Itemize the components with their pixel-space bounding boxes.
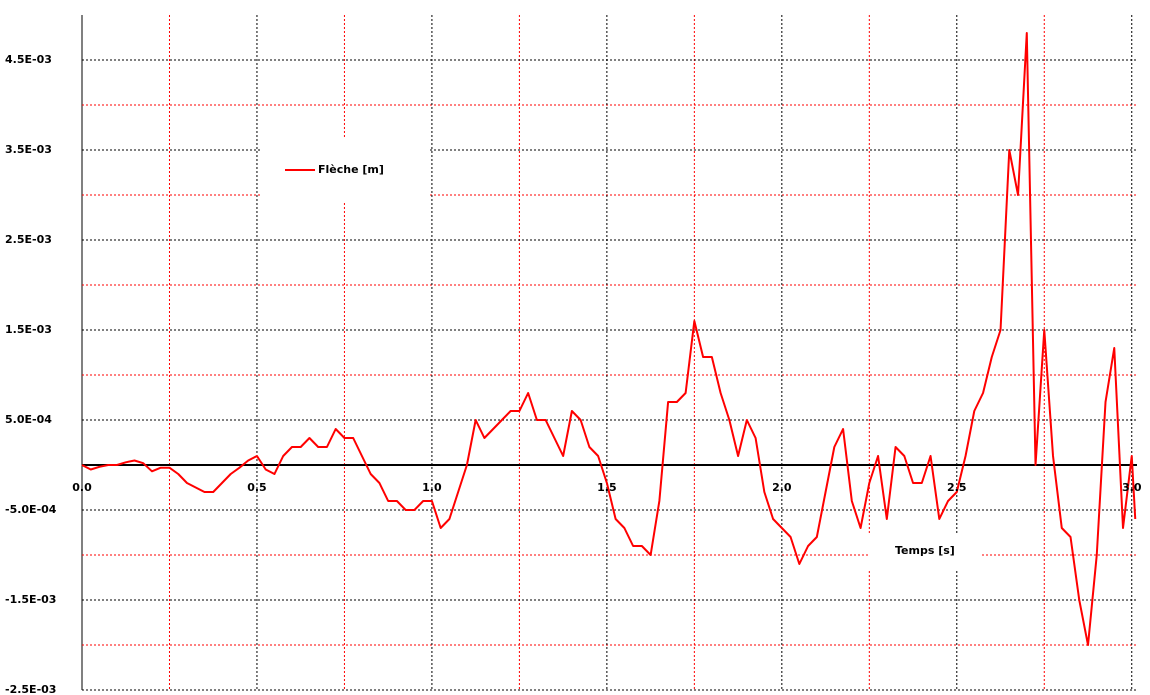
series-line (81, 32, 1137, 646)
x-tick-label: 0.0 (72, 481, 92, 494)
y-tick-label: -5.0E-04 (5, 503, 57, 516)
x-tick-label: 0.5 (247, 481, 267, 494)
x-label-box (868, 535, 980, 569)
y-tick-label: 1.5E-03 (5, 323, 52, 336)
y-tick-label: -1.5E-03 (5, 593, 56, 606)
x-axis-label: Temps [s] (895, 544, 955, 557)
x-tick-label: 3.0 (1122, 481, 1142, 494)
x-tick-label: 1.0 (422, 481, 442, 494)
x-tick-label: 2.5 (947, 481, 967, 494)
y-tick-label: 4.5E-03 (5, 53, 52, 66)
y-tick-label: -2.5E-03 (5, 683, 56, 695)
plot (81, 32, 1137, 646)
legend-label: Flèche [m] (318, 163, 384, 176)
grid (81, 15, 1137, 691)
y-tick-label: 2.5E-03 (5, 233, 52, 246)
x-tick-label: 1.5 (597, 481, 617, 494)
y-tick-label: 3.5E-03 (5, 143, 52, 156)
x-tick-label: 2.0 (772, 481, 792, 494)
y-tick-label: 5.0E-04 (5, 413, 52, 426)
